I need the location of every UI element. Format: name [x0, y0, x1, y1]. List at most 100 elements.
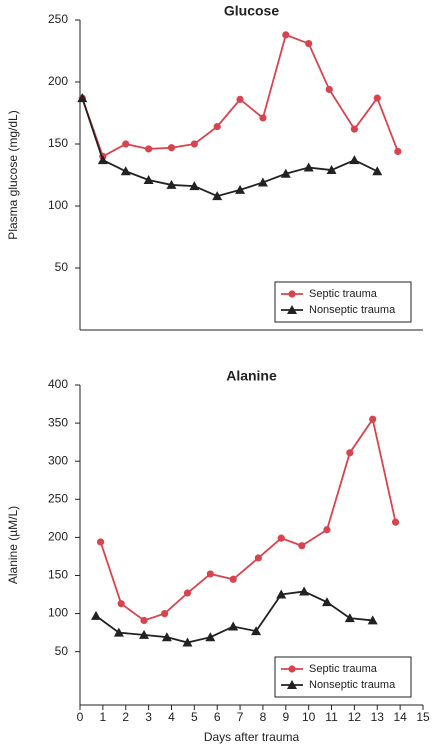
y-axis-label: Plasma glucose (mg/dL) [6, 110, 20, 239]
data-point [350, 125, 358, 133]
x-tick-label: 1 [100, 710, 107, 724]
y-tick-label: 150 [48, 136, 68, 150]
data-point [372, 166, 383, 176]
series-line [95, 590, 373, 644]
data-point [182, 637, 193, 647]
data-point [167, 144, 176, 152]
x-tick-label: 7 [237, 710, 244, 724]
data-point [91, 610, 102, 620]
data-point [391, 518, 400, 526]
data-point [122, 140, 130, 148]
data-point [323, 526, 331, 534]
data-point [117, 600, 125, 608]
x-tick-label: 14 [393, 710, 407, 724]
data-point [161, 632, 172, 642]
data-point [183, 589, 192, 597]
data-point [205, 632, 216, 642]
data-point [254, 554, 262, 562]
legend-marker [288, 665, 296, 673]
data-point [394, 147, 402, 156]
x-tick-label: 10 [302, 710, 316, 724]
x-tick-label: 13 [371, 710, 385, 724]
data-point [326, 165, 337, 175]
data-point [257, 177, 268, 187]
y-tick-label: 200 [48, 530, 68, 544]
y-tick-label: 250 [48, 12, 68, 26]
data-point [303, 162, 314, 172]
y-tick-label: 350 [48, 415, 68, 429]
y-tick-label: 250 [48, 491, 68, 505]
y-tick-label: 200 [48, 74, 68, 88]
x-tick-label: 11 [325, 710, 338, 724]
data-point [346, 449, 354, 457]
data-point [259, 114, 267, 122]
legend-box [274, 281, 412, 323]
legend-marker [287, 680, 297, 689]
data-point [325, 85, 333, 94]
data-point [120, 166, 131, 176]
data-point [298, 542, 306, 550]
data-point [140, 616, 148, 625]
y-tick-label: 400 [48, 377, 68, 391]
x-tick-label: 8 [260, 710, 267, 724]
data-point [280, 168, 291, 178]
y-axis-label: Alanine (µM/L) [6, 506, 20, 584]
data-point [77, 93, 88, 103]
data-point [321, 597, 332, 607]
y-tick-label: 300 [48, 453, 68, 467]
legend-label: Septic trauma [309, 663, 378, 675]
y-tick-label: 50 [55, 644, 69, 658]
y-tick-label: 100 [48, 198, 68, 212]
data-point [139, 629, 150, 639]
x-tick-label: 3 [145, 710, 152, 724]
chart-title: Glucose [224, 3, 279, 19]
data-point [373, 94, 381, 102]
y-tick-label: 100 [48, 606, 68, 620]
data-point [190, 140, 198, 148]
x-tick-label: 4 [168, 710, 175, 724]
legend-label: Nonseptic trauma [309, 679, 396, 691]
x-tick-label: 9 [282, 710, 289, 724]
data-point [282, 31, 290, 39]
data-point [96, 538, 105, 546]
data-point [251, 626, 262, 636]
legend-marker [287, 305, 297, 314]
data-point [213, 123, 221, 131]
data-point [97, 155, 108, 165]
data-point [236, 95, 244, 103]
y-tick-label: 50 [55, 260, 69, 274]
data-point [189, 181, 200, 191]
data-point [349, 155, 360, 165]
data-point [161, 609, 169, 618]
data-point [369, 415, 377, 423]
data-point [344, 613, 355, 623]
legend-label: Nonseptic trauma [309, 304, 396, 316]
x-axis-label: Days after trauma [204, 730, 300, 744]
data-point [145, 145, 153, 153]
x-tick-label: 6 [214, 710, 221, 724]
data-point [276, 589, 287, 599]
data-point [367, 615, 378, 625]
data-point [235, 184, 246, 194]
x-tick-label: 0 [77, 710, 84, 724]
x-tick-label: 5 [191, 710, 198, 724]
data-point [113, 627, 124, 637]
legend-label: Septic trauma [309, 288, 378, 300]
legend-box [274, 656, 412, 698]
x-tick-label: 2 [122, 710, 129, 724]
y-tick-label: 150 [48, 568, 68, 582]
data-point [305, 39, 313, 48]
data-point [229, 575, 237, 583]
data-point [228, 621, 239, 631]
x-tick-label: 12 [348, 710, 362, 724]
data-point [212, 191, 223, 201]
data-point [277, 534, 285, 542]
series-line [81, 97, 378, 198]
data-point [206, 570, 214, 578]
x-tick-label: 15 [416, 710, 430, 724]
series-line [81, 33, 399, 158]
data-point [299, 586, 310, 596]
series-line [99, 417, 397, 622]
